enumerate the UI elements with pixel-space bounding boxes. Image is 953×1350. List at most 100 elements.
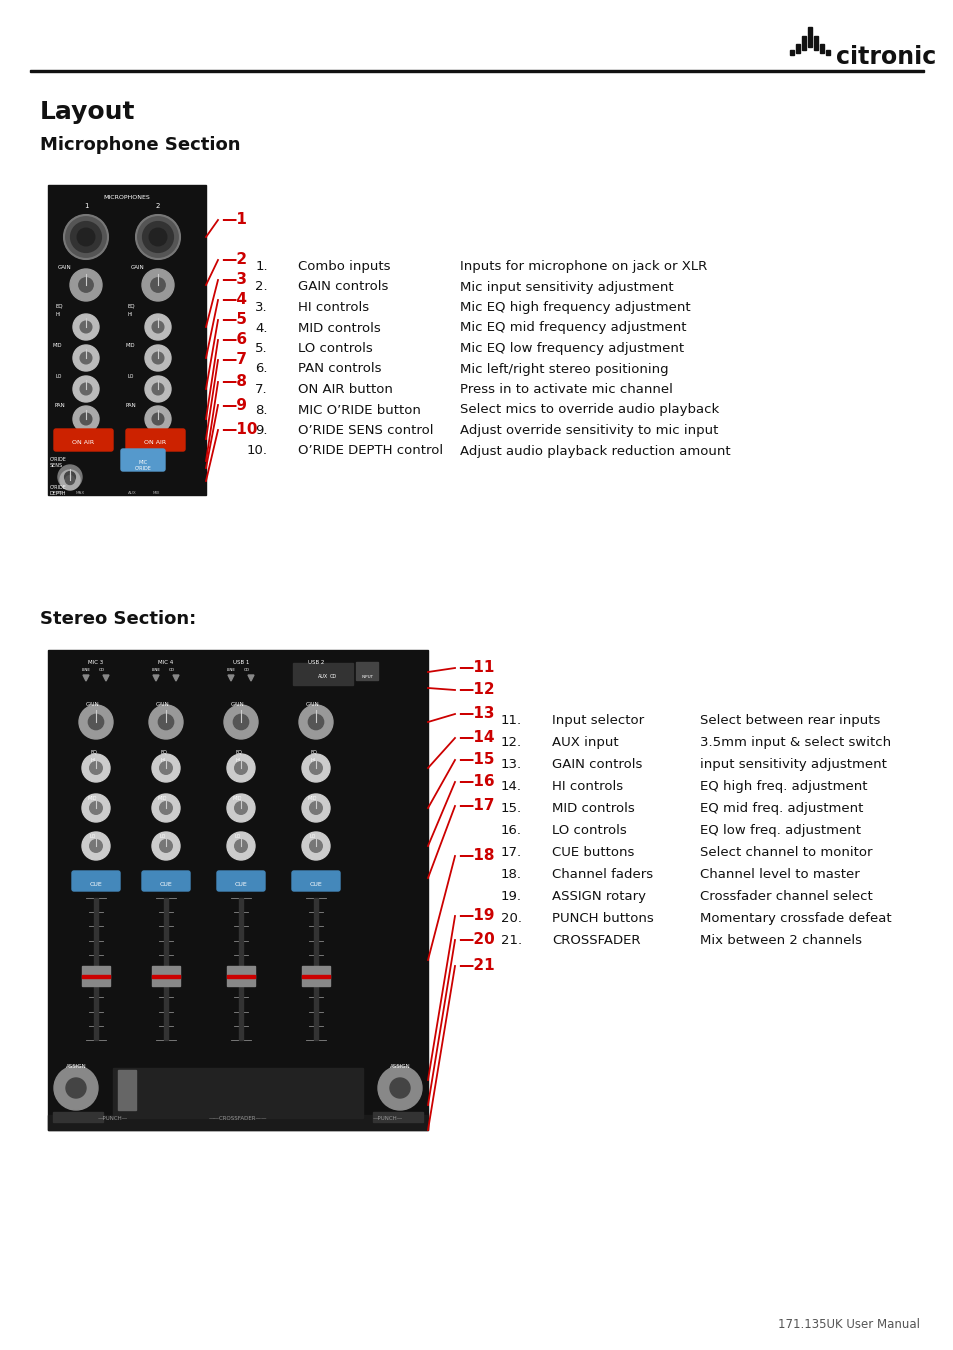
- Text: —15: —15: [457, 752, 494, 768]
- Bar: [82, 967, 110, 985]
- Bar: [239, 898, 243, 1040]
- Text: —2: —2: [221, 252, 247, 267]
- Text: Stereo Section:: Stereo Section:: [40, 610, 196, 628]
- Text: LO controls: LO controls: [297, 342, 373, 355]
- Text: 20.: 20.: [500, 913, 521, 925]
- Circle shape: [152, 755, 180, 782]
- Circle shape: [302, 832, 330, 860]
- Bar: [112, 1068, 363, 1118]
- Text: MICROPHONES: MICROPHONES: [104, 194, 151, 200]
- Circle shape: [80, 321, 91, 333]
- Circle shape: [377, 1066, 421, 1110]
- Text: 18.: 18.: [500, 868, 521, 882]
- Text: Layout: Layout: [40, 100, 135, 124]
- Text: GAIN: GAIN: [306, 702, 319, 707]
- Text: EQ: EQ: [56, 302, 64, 308]
- Text: Mic EQ high frequency adjustment: Mic EQ high frequency adjustment: [459, 301, 690, 315]
- FancyBboxPatch shape: [54, 429, 112, 451]
- Circle shape: [66, 475, 74, 485]
- Circle shape: [82, 755, 110, 782]
- Text: MIX: MIX: [152, 491, 160, 495]
- Text: CUE: CUE: [159, 882, 172, 887]
- Text: 10.: 10.: [247, 444, 268, 458]
- Bar: [807, 27, 811, 47]
- Text: GAIN: GAIN: [231, 702, 245, 707]
- Text: ASSIGN: ASSIGN: [66, 1064, 87, 1069]
- Text: —7: —7: [221, 352, 247, 367]
- Circle shape: [82, 794, 110, 822]
- Text: 4.: 4.: [255, 321, 268, 335]
- Text: ON AIR: ON AIR: [71, 440, 94, 446]
- Circle shape: [90, 840, 102, 852]
- Text: EQ mid freq. adjustment: EQ mid freq. adjustment: [700, 802, 862, 815]
- Bar: [118, 1071, 136, 1110]
- Text: 17.: 17.: [500, 846, 521, 859]
- Text: GAIN: GAIN: [86, 702, 100, 707]
- Text: GAIN: GAIN: [156, 702, 170, 707]
- Text: —1: —1: [221, 212, 247, 228]
- Text: CD: CD: [244, 668, 250, 672]
- Text: GAIN: GAIN: [58, 265, 71, 270]
- Text: HI: HI: [161, 757, 166, 763]
- Text: LINE: LINE: [152, 668, 161, 672]
- Text: ——CROSSFADER——: ——CROSSFADER——: [209, 1116, 267, 1120]
- Text: 8.: 8.: [255, 404, 268, 417]
- Text: PAN controls: PAN controls: [297, 363, 381, 375]
- Circle shape: [89, 714, 104, 729]
- Circle shape: [390, 1079, 410, 1098]
- Text: HI: HI: [128, 312, 133, 317]
- Polygon shape: [172, 675, 179, 680]
- FancyBboxPatch shape: [216, 871, 265, 891]
- Bar: [302, 967, 330, 985]
- Text: —14: —14: [457, 730, 494, 745]
- Text: —PUNCH—: —PUNCH—: [373, 1116, 403, 1120]
- Bar: [820, 45, 823, 53]
- Text: PUNCH buttons: PUNCH buttons: [552, 913, 653, 925]
- Circle shape: [73, 377, 99, 402]
- Text: 13.: 13.: [500, 757, 521, 771]
- Circle shape: [145, 406, 171, 432]
- Text: AUX: AUX: [317, 674, 328, 679]
- Circle shape: [234, 802, 247, 814]
- Text: MAX: MAX: [76, 491, 85, 495]
- Circle shape: [152, 832, 180, 860]
- Circle shape: [149, 705, 183, 738]
- Text: —21: —21: [457, 958, 494, 973]
- Text: GAIN controls: GAIN controls: [552, 757, 641, 771]
- Text: EQ: EQ: [235, 751, 243, 755]
- Text: INPUT: INPUT: [361, 675, 374, 679]
- Circle shape: [152, 383, 164, 394]
- Circle shape: [310, 761, 322, 775]
- Circle shape: [90, 802, 102, 814]
- Bar: [227, 975, 254, 979]
- Text: CROSSFADER: CROSSFADER: [552, 934, 639, 946]
- Polygon shape: [83, 675, 89, 680]
- Text: Crossfader channel select: Crossfader channel select: [700, 890, 872, 903]
- Text: GAIN controls: GAIN controls: [297, 281, 388, 293]
- Text: MID: MID: [126, 343, 135, 348]
- Text: Select between rear inputs: Select between rear inputs: [700, 714, 880, 728]
- Circle shape: [310, 802, 322, 814]
- Text: MID: MID: [53, 343, 63, 348]
- Bar: [355, 662, 377, 680]
- Circle shape: [65, 471, 75, 482]
- Circle shape: [58, 464, 82, 489]
- Circle shape: [145, 346, 171, 371]
- Text: —6: —6: [221, 332, 247, 347]
- Text: O'RIDE
SENS: O'RIDE SENS: [50, 458, 67, 468]
- Text: 11.: 11.: [500, 714, 521, 728]
- Text: MID controls: MID controls: [552, 802, 634, 815]
- Bar: [48, 649, 428, 1130]
- Text: MIC 4: MIC 4: [158, 660, 173, 666]
- Text: —8: —8: [221, 374, 247, 390]
- Circle shape: [159, 802, 172, 814]
- Text: MID: MID: [88, 796, 97, 801]
- Bar: [293, 663, 353, 684]
- Circle shape: [224, 705, 257, 738]
- Text: ON AIR: ON AIR: [144, 440, 166, 446]
- Text: input sensitivity adjustment: input sensitivity adjustment: [700, 757, 886, 771]
- Text: LINE: LINE: [82, 668, 91, 672]
- Circle shape: [234, 761, 247, 775]
- Text: CUE: CUE: [234, 882, 247, 887]
- Bar: [789, 50, 793, 55]
